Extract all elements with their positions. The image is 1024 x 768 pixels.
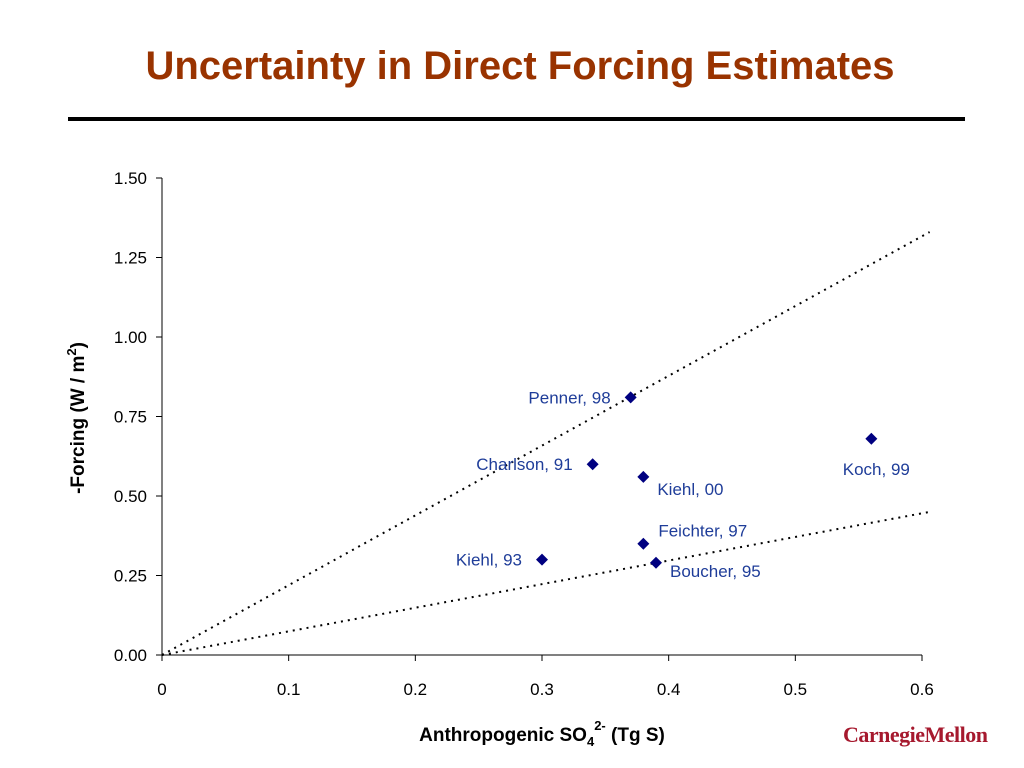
data-point-marker [586,458,599,471]
data-point-marker [865,432,878,445]
data-point-label: Boucher, 95 [670,562,761,581]
data-point-marker [650,556,662,569]
y-axis-label: -Forcing (W / m2) [64,342,89,494]
data-point-label: Feichter, 97 [658,522,747,541]
y-tick-label: 1.25 [114,249,147,268]
title-divider [68,117,965,121]
y-tick-label: 0.75 [114,408,147,427]
reference-lines [161,231,931,656]
data-point-label: Koch, 99 [843,460,910,479]
x-tick-label: 0.5 [784,680,808,699]
y-tick-label: 0.00 [114,646,147,665]
y-tick-label: 0.25 [114,567,147,586]
x-tick-label: 0.4 [657,680,681,699]
x-axis-label: Anthropogenic SO42- (Tg S) [419,718,665,749]
data-point-label: Kiehl, 93 [456,551,522,570]
x-tick-label: 0.2 [404,680,428,699]
data-point-marker [536,553,548,566]
data-point-marker [624,391,637,404]
reference-line [161,510,930,656]
y-tick-label: 1.50 [114,169,147,188]
data-point-label: Charlson, 91 [476,455,572,474]
data-point-marker [637,470,650,483]
data-point-marker [637,537,650,550]
y-tick-label: 0.50 [114,487,147,506]
data-points: Penner, 98 Charlson, 91 Kiehl, 00 Koch, 99 F… [456,388,910,580]
y-tick-label: 1.00 [114,328,147,347]
x-tick-label: 0.1 [277,680,301,699]
carnegie-mellon-logo: CarnegieMellon [843,722,988,747]
reference-line [161,231,931,656]
data-point-label: Kiehl, 00 [657,480,723,499]
slide-title: Uncertainty in Direct Forcing Estimates [145,44,895,88]
chart-axes: 0.00 0.25 0.50 0.75 1.00 1.25 1.50 0 0.1 0.2 0.3 0.… [114,169,934,699]
data-point-label: Penner, 98 [528,388,610,407]
x-tick-label: 0.3 [530,680,554,699]
x-tick-label: 0.6 [910,680,934,699]
x-tick-label: 0 [157,680,166,699]
